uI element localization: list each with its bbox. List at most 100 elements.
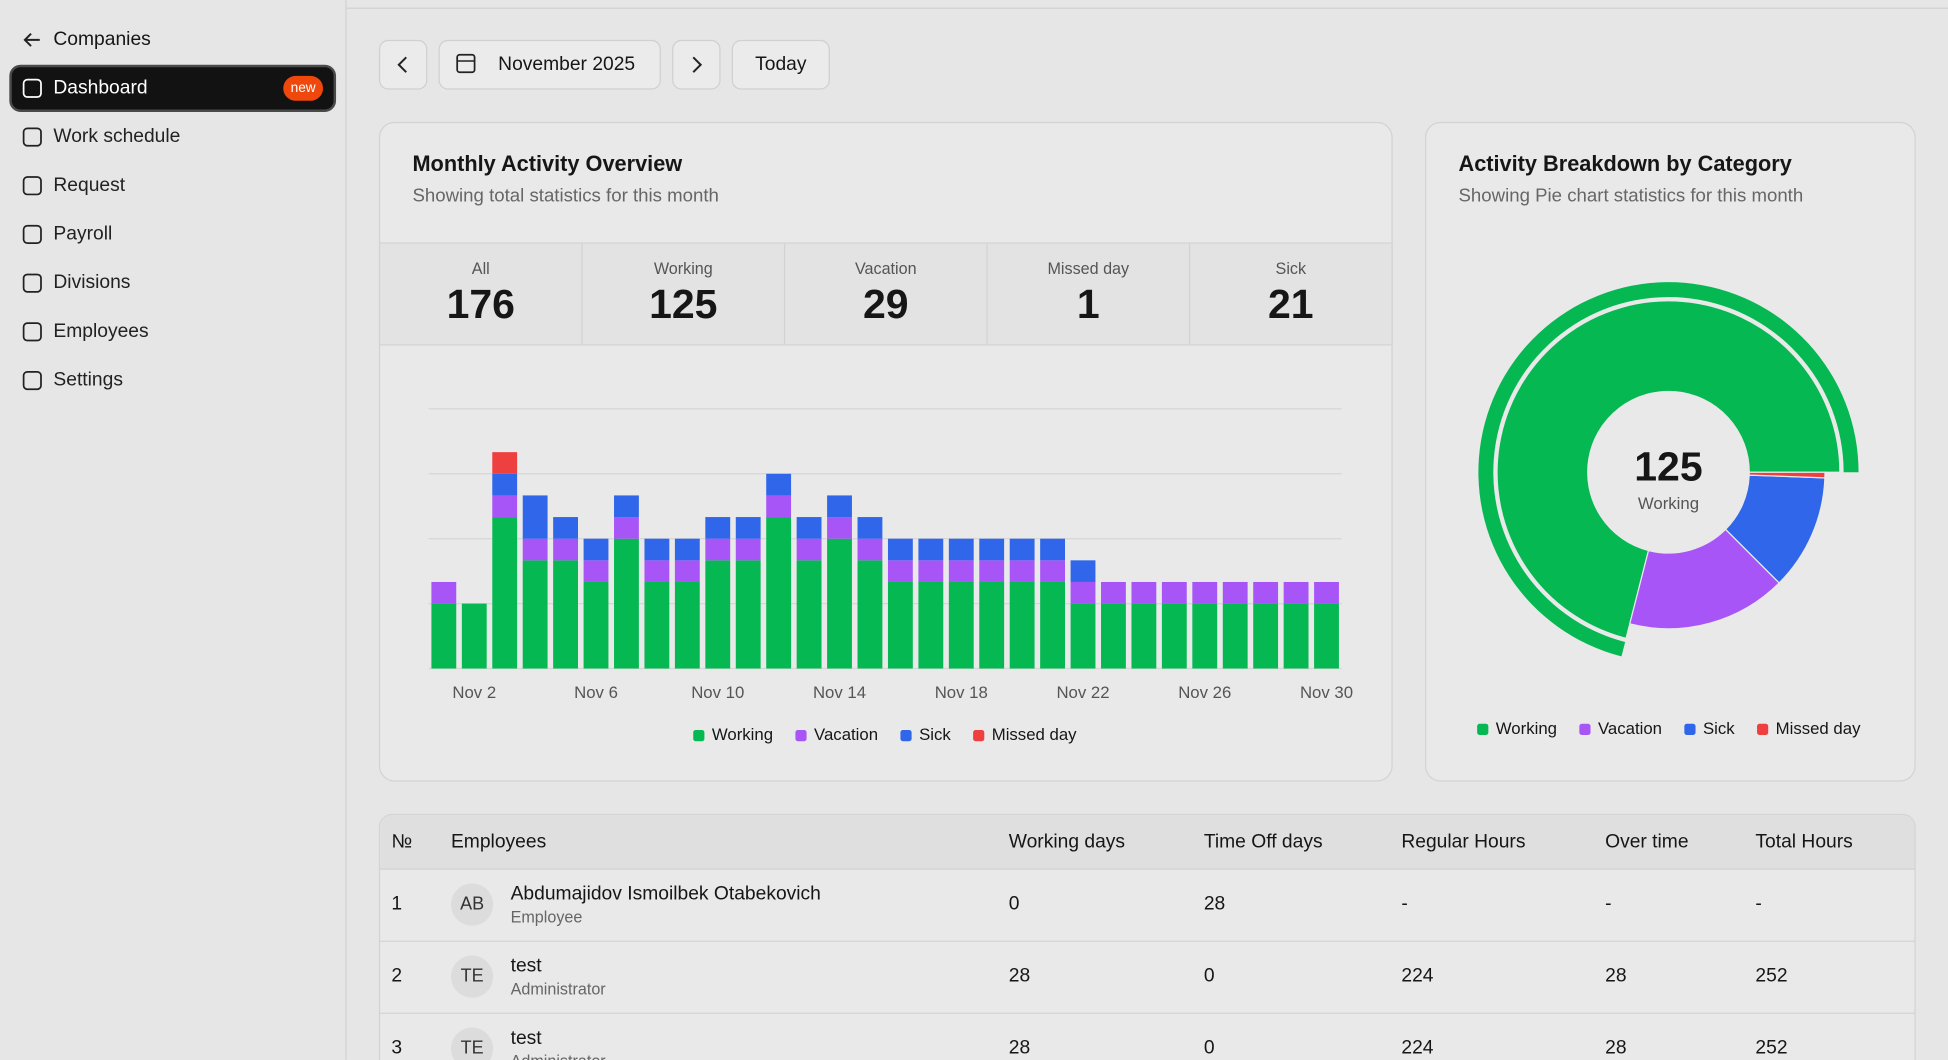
bar-segment bbox=[1253, 603, 1279, 669]
nav-item[interactable]: Payroll bbox=[22, 224, 113, 245]
legend-swatch bbox=[1757, 723, 1769, 735]
table-cell: 224 bbox=[1401, 966, 1433, 987]
nav-item[interactable]: Request bbox=[22, 175, 126, 196]
employee-name[interactable]: test bbox=[511, 956, 543, 977]
bar-segment bbox=[857, 517, 883, 539]
nav-icon bbox=[22, 176, 42, 196]
x-tick-label: Nov 6 bbox=[574, 683, 618, 702]
legend-label: Missed day bbox=[1776, 719, 1861, 738]
bar-segment bbox=[1040, 560, 1066, 582]
legend-swatch bbox=[1579, 723, 1591, 735]
x-tick-label: Nov 26 bbox=[1178, 683, 1231, 702]
avatar-initials: TE bbox=[461, 965, 484, 985]
legend-swatch bbox=[693, 730, 705, 742]
stat-label: Missed day bbox=[1047, 260, 1130, 278]
stat-value: 1 bbox=[1077, 281, 1100, 327]
bar-segment bbox=[948, 581, 974, 669]
chart-title: Monthly Activity Overview bbox=[412, 151, 682, 176]
month-label: November 2025 bbox=[498, 54, 635, 75]
stat-value: 125 bbox=[649, 281, 717, 327]
bar-segment bbox=[1253, 581, 1279, 604]
bar-segment bbox=[887, 538, 913, 561]
bar-segment bbox=[522, 560, 548, 669]
month-button[interactable]: November 2025 bbox=[438, 39, 661, 90]
employee-role: Administrator bbox=[511, 981, 607, 999]
chart-title: Activity Breakdown by Category bbox=[1459, 151, 1792, 176]
bar-segment bbox=[1222, 581, 1248, 604]
nav-label: Work schedule bbox=[53, 126, 180, 147]
bar-segment bbox=[766, 495, 792, 518]
today-label: Today bbox=[755, 54, 807, 75]
stat-value: 21 bbox=[1268, 281, 1314, 327]
table-header bbox=[380, 815, 1915, 869]
chart-subtitle: Showing Pie chart statistics for this mo… bbox=[1459, 184, 1804, 205]
legend-swatch bbox=[973, 730, 985, 742]
nav-item[interactable]: Work schedule bbox=[22, 126, 181, 147]
x-tick-label: Nov 2 bbox=[452, 683, 496, 702]
legend-label: Sick bbox=[1703, 719, 1735, 738]
table-cell: - bbox=[1755, 894, 1761, 915]
legend-label: Vacation bbox=[1598, 719, 1662, 738]
bar-segment bbox=[674, 560, 700, 582]
table-cell: 28 bbox=[1009, 966, 1030, 987]
bar-segment bbox=[705, 538, 731, 561]
bar-segment bbox=[614, 517, 639, 539]
x-tick-label: Nov 22 bbox=[1056, 683, 1109, 702]
bar-segment bbox=[674, 538, 700, 561]
legend-label: Missed day bbox=[992, 725, 1077, 744]
bar-segment bbox=[766, 517, 792, 669]
stat-value: 176 bbox=[447, 281, 515, 327]
table-cell: 0 bbox=[1009, 894, 1020, 915]
employee-name[interactable]: test bbox=[511, 1028, 543, 1049]
bar-segment bbox=[1070, 603, 1096, 669]
nav-item[interactable]: Divisions bbox=[22, 272, 131, 293]
nav-item[interactable]: Employees bbox=[22, 321, 149, 342]
bar-segment bbox=[431, 603, 457, 669]
avatar-initials: TE bbox=[461, 1037, 484, 1057]
column-header: Over time bbox=[1605, 832, 1688, 853]
prev-button[interactable] bbox=[378, 39, 428, 90]
bar-segment bbox=[492, 495, 518, 518]
avatar bbox=[450, 883, 494, 926]
bar-segment bbox=[553, 560, 579, 669]
bar-segment bbox=[522, 538, 548, 561]
column-header: Time Off days bbox=[1204, 832, 1323, 853]
employee-name[interactable]: Abdumajidov Ismoilbek Otabekovich bbox=[511, 884, 821, 905]
nav-badge bbox=[283, 75, 324, 101]
bar-segment bbox=[918, 581, 944, 669]
center-label: Working bbox=[1638, 494, 1699, 513]
bar-segment bbox=[1283, 581, 1309, 604]
table-cell: 224 bbox=[1401, 1038, 1433, 1059]
nav-icon bbox=[22, 322, 42, 342]
legend-label: Working bbox=[712, 725, 773, 744]
back-icon bbox=[23, 32, 40, 47]
bar-segment bbox=[979, 581, 1005, 669]
column-header: Regular Hours bbox=[1401, 832, 1525, 853]
back-link[interactable]: Companies bbox=[53, 29, 150, 50]
nav-item[interactable]: Settings bbox=[22, 370, 123, 391]
bar-segment bbox=[705, 517, 731, 539]
table-cell: 252 bbox=[1755, 966, 1787, 987]
nav-item[interactable]: Dashboard new bbox=[9, 64, 337, 112]
legend-swatch bbox=[1477, 723, 1489, 735]
center-value: 125 bbox=[1634, 444, 1702, 490]
stat-label: Sick bbox=[1276, 260, 1307, 278]
table-cell: 28 bbox=[1204, 894, 1225, 915]
stat-value: 29 bbox=[863, 281, 909, 327]
bar-segment bbox=[614, 495, 639, 518]
legend-swatch bbox=[1684, 723, 1696, 735]
nav-label: Divisions bbox=[53, 272, 130, 293]
next-button[interactable] bbox=[672, 39, 721, 90]
bar-segment bbox=[492, 452, 518, 474]
today-button[interactable]: Today bbox=[731, 39, 830, 90]
legend-label: Sick bbox=[919, 725, 951, 744]
avatar bbox=[450, 1027, 494, 1060]
row-number: 1 bbox=[391, 894, 402, 915]
bar-segment bbox=[1070, 560, 1096, 582]
column-header: Working days bbox=[1009, 832, 1125, 853]
nav-active-bg bbox=[9, 64, 337, 112]
bar-segment bbox=[492, 517, 518, 669]
employee-role: Administrator bbox=[511, 1053, 607, 1060]
bar-segment bbox=[553, 538, 579, 561]
